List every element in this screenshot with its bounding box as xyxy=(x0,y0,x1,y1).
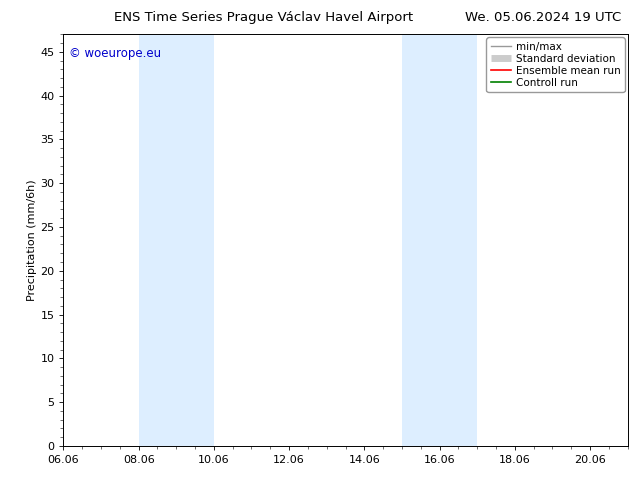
Text: © woeurope.eu: © woeurope.eu xyxy=(69,47,161,60)
Bar xyxy=(402,34,477,446)
Legend: min/max, Standard deviation, Ensemble mean run, Controll run: min/max, Standard deviation, Ensemble me… xyxy=(486,37,624,92)
Bar xyxy=(139,34,214,446)
Text: ENS Time Series Prague Václav Havel Airport: ENS Time Series Prague Václav Havel Airp… xyxy=(114,11,413,24)
Y-axis label: Precipitation (mm/6h): Precipitation (mm/6h) xyxy=(27,179,37,301)
Text: We. 05.06.2024 19 UTC: We. 05.06.2024 19 UTC xyxy=(465,11,621,24)
